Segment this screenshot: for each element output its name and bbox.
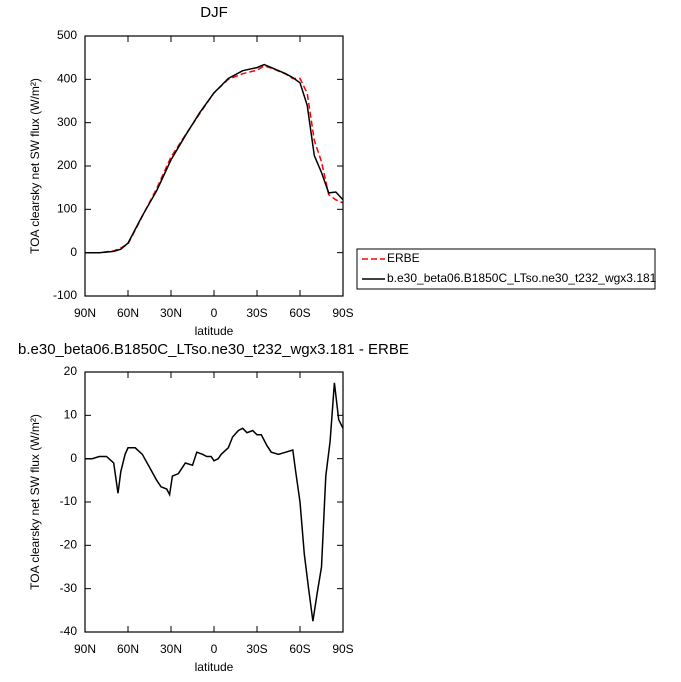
x-axis-label: latitude: [195, 324, 234, 338]
y-tick-label: 0: [70, 245, 77, 259]
x-tick-label: 0: [211, 642, 218, 656]
x-tick-label: 0: [211, 306, 218, 320]
y-axis-label: TOA clearsky net SW flux (W/m²): [28, 78, 42, 254]
legend-label: b.e30_beta06.B1850C_LTso.ne30_t232_wgx3.…: [387, 271, 657, 285]
x-tick-label: 60N: [117, 306, 139, 320]
y-axis-label: TOA clearsky net SW flux (W/m²): [28, 414, 42, 590]
y-tick-label: 300: [57, 115, 77, 129]
x-tick-label: 90S: [332, 306, 353, 320]
data-line: [85, 63, 344, 254]
y-tick-label: 500: [57, 28, 77, 42]
y-tick-label: 0: [70, 451, 77, 465]
x-tick-label: 30N: [160, 306, 182, 320]
data-line: [85, 382, 344, 622]
y-tick-label: -10: [60, 494, 78, 508]
x-tick-label: 30N: [160, 642, 182, 656]
y-tick-label: 200: [57, 158, 77, 172]
y-tick-label: -30: [60, 581, 78, 595]
x-tick-label: 30S: [246, 306, 267, 320]
y-tick-label: 20: [64, 364, 78, 378]
y-tick-label: 100: [57, 202, 77, 216]
x-tick-label: 60N: [117, 642, 139, 656]
data-line: [85, 65, 344, 254]
plot-frame: [84, 371, 344, 633]
x-tick-label: 90N: [74, 306, 96, 320]
y-tick-label: 400: [57, 72, 77, 86]
x-tick-label: 90N: [74, 642, 96, 656]
chart-title: DJF: [200, 4, 228, 21]
legend-label: ERBE: [387, 251, 420, 265]
x-tick-label: 60S: [289, 306, 310, 320]
y-tick-label: -40: [60, 624, 78, 638]
x-tick-label: 90S: [332, 642, 353, 656]
chart-title: b.e30_beta06.B1850C_LTso.ne30_t232_wgx3.…: [18, 341, 409, 358]
y-tick-label: 10: [64, 408, 78, 422]
y-tick-label: -100: [53, 288, 77, 302]
y-tick-label: -20: [60, 538, 78, 552]
x-axis-label: latitude: [195, 660, 234, 674]
legend-box: [356, 248, 656, 290]
plot-frame: [84, 35, 344, 297]
x-tick-label: 30S: [246, 642, 267, 656]
x-tick-label: 60S: [289, 642, 310, 656]
